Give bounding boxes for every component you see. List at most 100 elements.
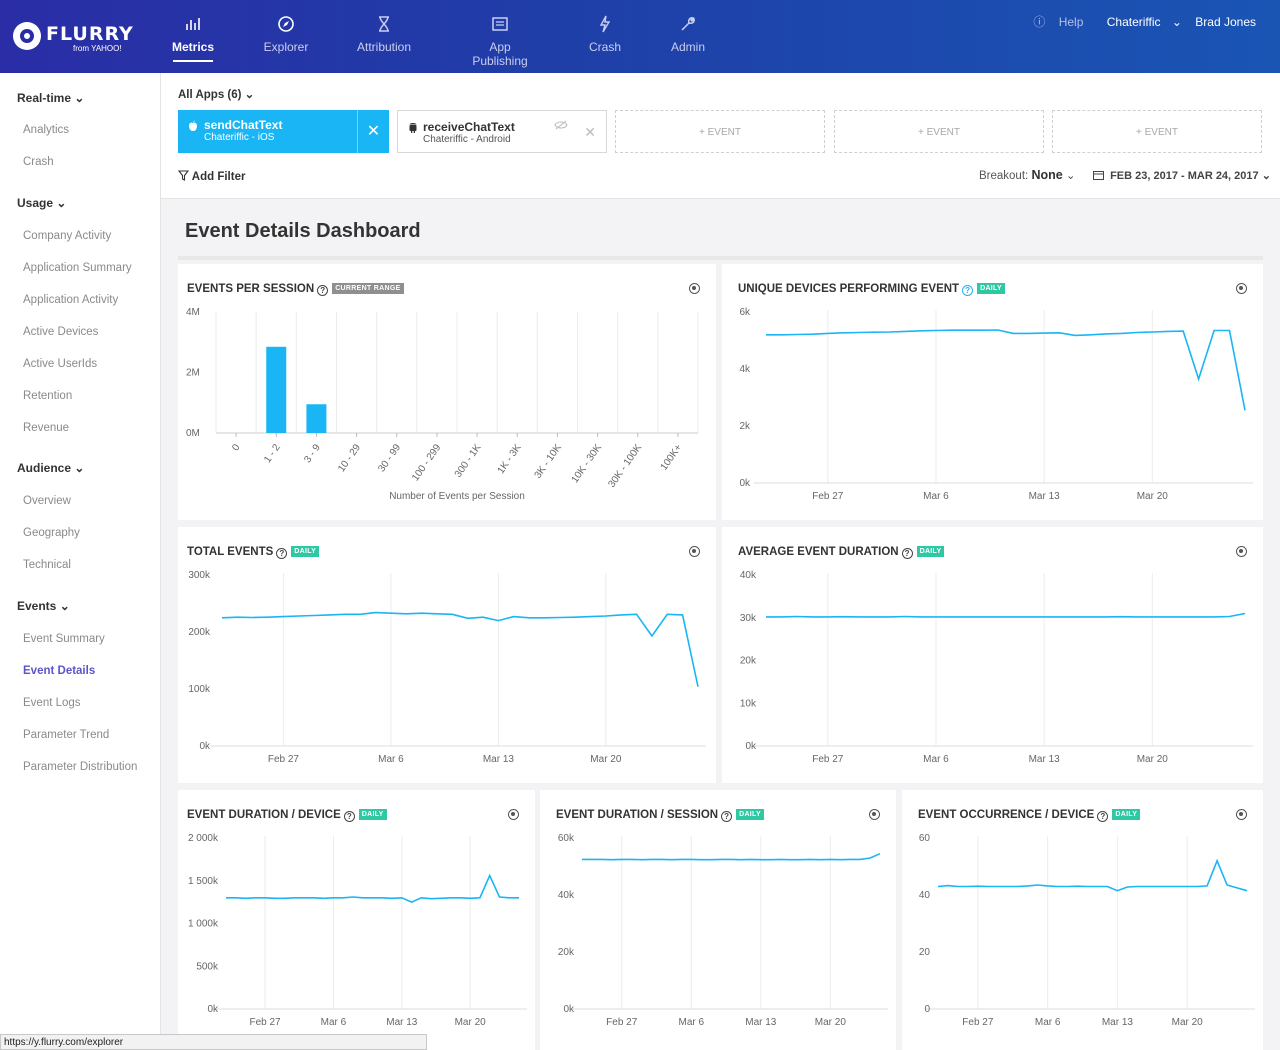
sidebar-item-event-logs[interactable]: Event Logs [23,697,81,709]
x-tick-label: Mar 20 [1172,1017,1204,1028]
sidebar-group-usage[interactable]: Usage ⌄ [17,196,66,210]
x-tick-label: Mar 6 [378,754,404,765]
help-icon[interactable]: ? [721,811,733,822]
apple-icon [189,120,197,131]
event-chip-name: sendChatText [204,118,283,132]
add-event-slot-3[interactable]: + EVENT [1052,110,1262,153]
nav-app-publishing[interactable]: App Publishing [460,14,540,68]
y-tick-label: 0k [739,478,751,489]
x-tick-label: 30 - 99 [376,442,403,474]
panel-settings-icon[interactable] [1236,283,1247,294]
sidebar-item-application-activity[interactable]: Application Activity [23,294,119,306]
flurry-logo-icon [13,22,41,50]
help-label: Help [1058,15,1084,29]
sidebar-item-retention[interactable]: Retention [23,390,73,402]
sidebar-item-active-userids[interactable]: Active UserIds [23,358,98,370]
app-selector[interactable]: Chateriffic ⌄ [1097,15,1182,29]
event-chip-receivechattext[interactable]: receiveChatText Chateriffic - Android ✕ [397,110,607,153]
y-tick-label: 60 [919,833,931,844]
x-tick-label: 1 - 2 [262,442,283,465]
nav-attribution[interactable]: Attribution [356,14,412,54]
help-icon[interactable]: ? [317,285,329,296]
flurry-logo[interactable]: FLURRY from YAHOO! [13,20,133,60]
x-tick-label: Mar 20 [455,1017,487,1028]
panel-title-text: EVENT DURATION / SESSION [556,809,719,821]
help-link[interactable]: ⓘ Help [1023,15,1083,29]
panel-title-text: TOTAL EVENTS [187,546,274,558]
chevron-down-icon: ⌄ [244,89,255,101]
top-navigation-bar: FLURRY from YAHOO! Metrics Explorer Attr… [0,0,1280,73]
close-icon[interactable]: ✕ [584,124,596,140]
sidebar-item-active-devices[interactable]: Active Devices [23,326,99,338]
average-event-duration-chart: 0k 10k 20k 30k 40k Feb 27 Mar 6 Mar 13 Mar 20 [740,570,1253,765]
sidebar-item-geography[interactable]: Geography [23,527,80,539]
x-tick-label: Feb 27 [812,491,844,502]
nav-attribution-label: Attribution [356,40,412,54]
sidebar-group-realtime[interactable]: Real-time ⌄ [17,91,84,105]
bar-chart-icon [186,18,200,30]
panel-settings-icon[interactable] [1236,546,1247,557]
add-event-slot-2[interactable]: + EVENT [834,110,1044,153]
user-bar: ⓘ Help Chateriffic ⌄ Brad Jones [1013,13,1256,30]
panel-settings-icon[interactable] [1236,809,1247,820]
close-icon[interactable]: ✕ [357,110,389,153]
sidebar-item-analytics[interactable]: Analytics [23,124,70,136]
y-tick-label: 20k [558,947,575,958]
daily-badge: DAILY [1112,809,1141,820]
sidebar-item-revenue[interactable]: Revenue [23,422,70,434]
x-tick-label: 10 - 29 [336,442,363,474]
all-apps-selector[interactable]: All Apps (6) ⌄ [178,87,254,101]
x-tick-label: Mar 6 [678,1017,704,1028]
x-tick-label: Mar 20 [590,754,622,765]
sidebar-item-technical[interactable]: Technical [23,559,71,571]
nav-admin[interactable]: Admin [670,14,706,54]
help-icon[interactable]: ? [1097,811,1109,822]
breakout-selector[interactable]: Breakout: None ⌄ [979,168,1076,182]
lightning-icon [599,15,611,33]
help-icon[interactable]: ? [343,811,355,822]
nav-crash[interactable]: Crash [588,14,622,54]
panel-settings-icon[interactable] [508,809,519,820]
help-icon[interactable]: ? [901,548,913,559]
daily-badge: DAILY [736,809,764,820]
y-tick-label: 0k [745,741,757,752]
event-chip-sendchattext[interactable]: sendChatText Chateriffic - iOS ✕ [178,110,389,153]
help-icon[interactable]: ? [276,548,288,559]
sidebar-item-overview[interactable]: Overview [23,495,71,507]
nav-explorer[interactable]: Explorer [262,14,310,54]
nav-metrics[interactable]: Metrics [172,14,214,62]
x-tick-label: 100K+ [659,442,685,472]
sidebar-item-application-summary[interactable]: Application Summary [23,262,132,274]
add-filter-button[interactable]: Add Filter [177,170,245,183]
sidebar-item-crash[interactable]: Crash [23,156,54,168]
event-occurrence-device-chart: 0 20 40 60 Feb 27 Mar 6 Mar 13 Mar 20 [919,833,1255,1028]
sidebar-item-parameter-trend[interactable]: Parameter Trend [23,729,110,741]
x-tick-label: 30K - 100K [606,442,644,490]
y-tick-label: 20k [740,656,757,667]
panel-settings-icon[interactable] [689,546,700,557]
sidebar-group-audience[interactable]: Audience ⌄ [17,461,84,475]
y-tick-label: 40 [919,890,931,901]
panel-settings-icon[interactable] [869,809,880,820]
help-icon[interactable]: ? [962,285,974,296]
panel-title: UNIQUE DEVICES PERFORMING EVENT? DAILY [738,283,1005,296]
sidebar-item-company-activity[interactable]: Company Activity [23,230,112,242]
user-menu[interactable]: Brad Jones [1195,15,1256,29]
chevron-down-icon: ⌄ [1065,170,1076,182]
date-range-picker[interactable]: FEB 23, 2017 - MAR 24, 2017 ⌄ [1093,169,1271,182]
breakout-label: Breakout: [979,170,1029,182]
range-badge: CURRENT RANGE [332,283,404,294]
x-tick-label: Mar 13 [1102,1017,1134,1028]
add-event-slot-1[interactable]: + EVENT [615,110,825,153]
event-chip-app: Chateriffic - iOS [204,132,275,143]
sidebar-item-event-summary[interactable]: Event Summary [23,633,105,645]
sidebar-item-parameter-distribution[interactable]: Parameter Distribution [23,761,138,773]
eye-hidden-icon[interactable] [554,120,568,130]
panel-title: EVENT OCCURRENCE / DEVICE? DAILY [918,809,1141,822]
daily-badge: DAILY [977,283,1005,294]
sidebar-group-events[interactable]: Events ⌄ [17,599,70,613]
chevron-down-icon: ⌄ [74,461,85,475]
sidebar-item-event-details[interactable]: Event Details [23,665,96,677]
panel-settings-icon[interactable] [689,283,700,294]
x-tick-label: Mar 6 [923,754,949,765]
